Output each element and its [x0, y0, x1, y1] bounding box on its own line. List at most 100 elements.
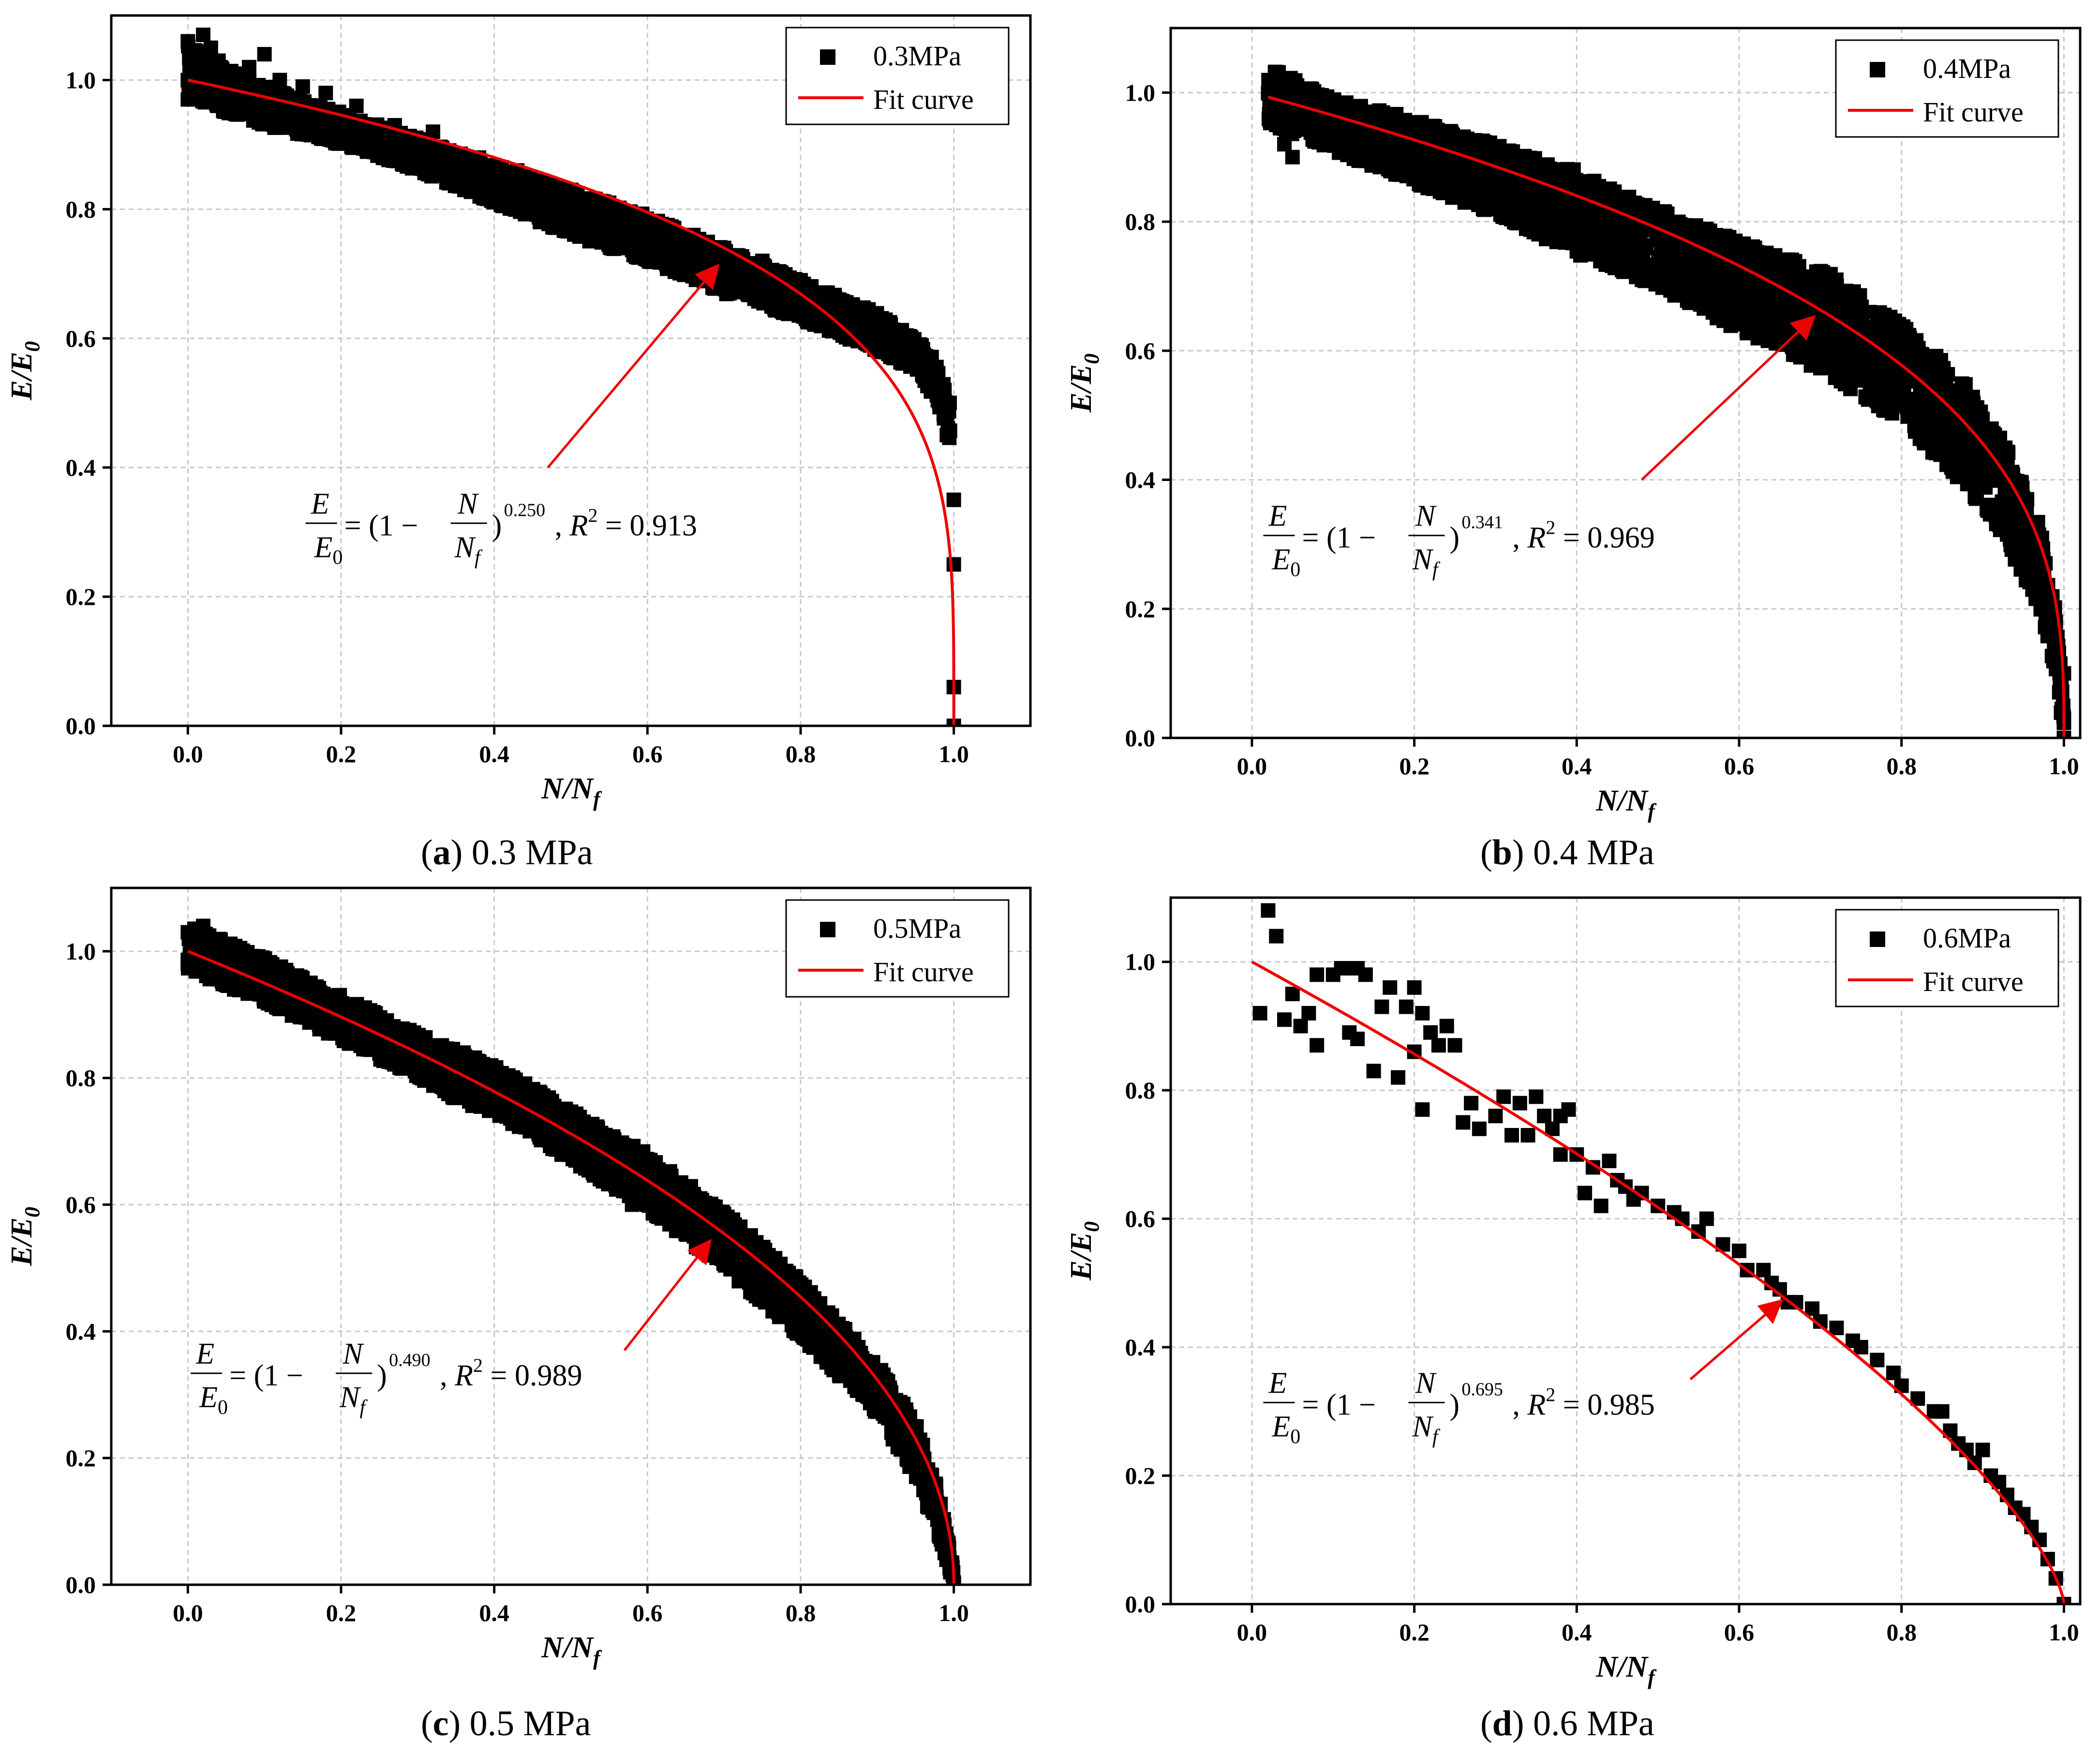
data-point: [2001, 445, 2016, 460]
x-tick-label: 0.8: [1886, 752, 1917, 780]
y-tick-label: 0.8: [66, 195, 96, 223]
x-tick-label: 0.0: [173, 740, 203, 767]
equation-exponent: 0.341: [1461, 512, 1503, 533]
y-tick-label: 1.0: [1125, 79, 1156, 106]
data-point: [211, 53, 226, 68]
legend-label: 0.3MPa: [873, 40, 961, 72]
data-point: [1691, 253, 1706, 268]
fit-curve-line: [187, 78, 955, 726]
chart-panel-a: 0.0 0.2 0.4 0.6 0.8 1.0 0.0 0.2 0.4 0.6 0.8 1.0 N/Nf…: [5, 14, 1032, 811]
data-point: [1935, 375, 1950, 390]
data-point: [1610, 214, 1625, 229]
equation-lhs-numerator: E: [311, 487, 329, 520]
data-point: [196, 28, 210, 43]
y-tick-label: 0.2: [1125, 595, 1156, 622]
data-point: [1269, 118, 1284, 133]
plot-area: [1261, 64, 2071, 738]
legend-label: Fit curve: [873, 84, 974, 115]
fit-equation: E E0= (1 − N Nf) 0.341 , R2 = 0.969: [1263, 500, 1655, 581]
equation-exponent: 0.250: [504, 500, 546, 520]
y-tick-label: 0.0: [1125, 724, 1156, 751]
equation-paren: ): [1449, 522, 1460, 555]
x-tick-label: 1.0: [938, 740, 969, 767]
x-axis-title: N/Nf: [1595, 784, 1657, 823]
x-tick-label: 0.6: [632, 740, 663, 767]
y-tick-label: 0.6: [1125, 337, 1156, 364]
equation-fraction-numerator: N: [457, 487, 479, 520]
y-tick-label: 0.4: [66, 454, 96, 481]
data-point: [946, 492, 961, 507]
equation-r2: , R2 = 0.969: [1512, 517, 1654, 555]
y-axis-title: E/E0: [1065, 354, 1103, 413]
equation-fraction-denominator: Nf: [1412, 543, 1440, 581]
legend-box: [785, 27, 1010, 125]
data-point: [1853, 311, 1868, 326]
equation-lhs-denominator: E0: [314, 531, 343, 569]
legend-box: [1835, 39, 2059, 138]
chart-panel-c: 0.0 0.2 0.4 0.6 0.8 1.00.00.20.40.60.81.0N/Nf…: [5, 886, 1032, 1670]
data-point: [226, 73, 241, 88]
data-point: [900, 331, 915, 346]
x-tick-label: 0.2: [1399, 752, 1430, 780]
x-tick-label: 0.0: [1237, 752, 1267, 780]
data-point: [1277, 137, 1292, 152]
plot-area: [180, 918, 961, 1585]
legend-label: Fit curve: [1923, 96, 2024, 128]
data-point: [923, 363, 938, 378]
equation-middle: = (1 −: [344, 509, 418, 542]
data-point: [242, 60, 256, 75]
x-tick-label: 0.2: [326, 740, 357, 767]
y-tick-label: 0.2: [66, 583, 96, 610]
y-tick-label: 0.8: [1125, 208, 1156, 235]
data-point: [1366, 137, 1381, 152]
y-tick-label: 0.0: [66, 712, 96, 739]
data-point: [1958, 377, 1973, 392]
legend: 0.4MPa Fit curve: [1835, 39, 2059, 138]
data-point: [1285, 150, 1300, 165]
y-axis-title: E/E0: [5, 341, 44, 401]
fit-curve-line: [1267, 95, 2066, 738]
data-point: [946, 557, 961, 572]
x-tick-label: 0.4: [479, 740, 509, 767]
x-axis-title: N/Nf: [541, 772, 602, 811]
data-point: [640, 215, 655, 230]
annotation-arrow: [547, 263, 720, 468]
x-tick-label: 0.6: [1724, 752, 1755, 780]
plot-area: [180, 28, 961, 726]
x-tick-label: 0.8: [786, 740, 816, 767]
plot-frame: [110, 14, 1032, 727]
x-tick-label: 1.0: [2049, 752, 2079, 780]
data-point: [180, 34, 195, 49]
data-point: [938, 395, 953, 410]
legend-marker-square: [820, 49, 835, 65]
chart-panel-b: 0.0 0.2 0.4 0.6 0.8 1.0 0.0 0.2 0.4 0.6 0.8 1.0 N/Nf…: [1065, 27, 2082, 823]
data-point: [793, 273, 808, 288]
data-point: [942, 423, 957, 438]
data-point: [318, 86, 333, 101]
legend-label: 0.4MPa: [1923, 53, 2011, 84]
equation-lhs-denominator: E0: [1271, 543, 1300, 581]
equation-paren: ): [492, 509, 502, 542]
data-point: [257, 47, 272, 62]
equation-fraction-numerator: N: [1415, 500, 1437, 533]
fit-equation: E E0= (1 − N Nf) 0.250 , R2 = 0.913: [305, 487, 697, 569]
data-point: [2048, 614, 2063, 629]
legend: 0.3MPa Fit curve: [785, 27, 1010, 125]
y-tick-label: 0.6: [66, 325, 96, 352]
data-point: [295, 79, 310, 94]
data-point: [1488, 176, 1503, 191]
equation-r2: , R2 = 0.913: [555, 504, 697, 542]
data-point: [272, 73, 287, 88]
data-point: [188, 47, 203, 62]
plot-frame: [1169, 27, 2082, 739]
y-tick-label: 0.4: [1125, 466, 1156, 494]
data-point: [870, 312, 885, 327]
y-tick-label: 1.0: [66, 66, 96, 93]
x-tick-label: 0.4: [1562, 752, 1592, 780]
equation-middle: = (1 −: [1302, 522, 1376, 555]
data-point: [203, 40, 218, 55]
data-point: [832, 292, 847, 307]
equation-fraction-denominator: Nf: [454, 531, 483, 569]
equation-lhs-numerator: E: [1268, 500, 1287, 533]
